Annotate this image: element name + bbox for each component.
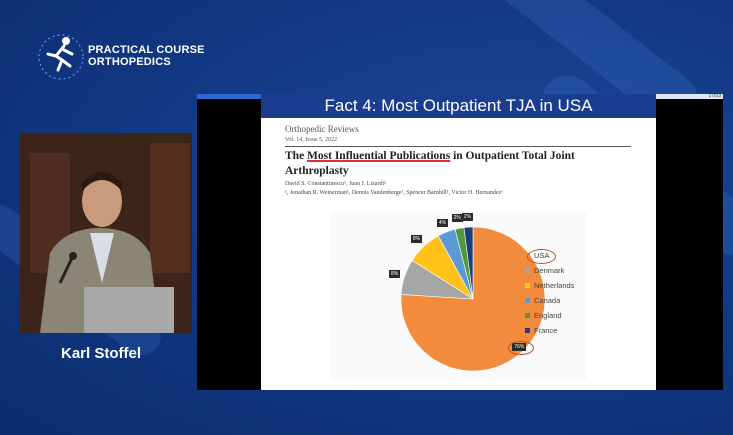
pie-chart xyxy=(400,226,546,372)
paper-title: The Most Influential Publications in Out… xyxy=(285,149,631,179)
legend-swatch xyxy=(525,298,530,303)
paper-authors-line1: David S. Constantinescu¹, Juan J. Lizard… xyxy=(285,181,386,187)
slide-margin-right xyxy=(656,99,723,390)
slide-margin-left xyxy=(197,99,261,390)
slide-progress-fill xyxy=(197,94,292,99)
speaker-name: Karl Stoffel xyxy=(60,345,141,362)
legend-label: Denmark xyxy=(534,266,565,275)
slice-label-netherlands: 8% xyxy=(410,235,423,244)
legend-item-denmark: Denmark xyxy=(525,265,595,280)
journal-volume: Vol. 14, Issue 5, 2022 xyxy=(285,137,338,143)
course-title-line2: ORTHOPEDICS xyxy=(88,56,171,68)
legend-label: Canada xyxy=(534,296,561,305)
speaker-image xyxy=(20,133,192,333)
paper-authors-line2: ¹, Jonathan R. Weinerman¹, Dennis Vanden… xyxy=(285,190,503,196)
slice-label-canada: 4% xyxy=(436,218,449,227)
legend-label: England xyxy=(534,311,562,320)
legend-item-france: France xyxy=(525,325,595,340)
legend-swatch xyxy=(525,268,530,273)
legend-item-canada: Canada xyxy=(525,295,595,310)
runner-icon xyxy=(38,34,84,80)
speaker-video xyxy=(20,133,192,333)
paper-title-highlight: Most Influential Publications xyxy=(307,150,451,162)
pie-slice-france xyxy=(463,226,474,300)
presentation-slide: 17/53 Fact 4: Most Outpatient TJA in USA… xyxy=(197,93,723,390)
course-title: PRACTICAL COURSE ORTHOPEDICS xyxy=(88,44,205,68)
legend-swatch xyxy=(525,313,530,318)
legend-item-netherlands: Netherlands xyxy=(525,280,595,295)
legend-swatch xyxy=(525,328,530,333)
slide-page-indicator: 17/53 xyxy=(708,93,721,99)
paper-excerpt: Orthopedic Reviews Vol. 14, Issue 5, 202… xyxy=(261,118,656,390)
legend-label: Netherlands xyxy=(534,281,575,290)
header-divider xyxy=(285,146,631,147)
legend-item-england: England xyxy=(525,310,595,325)
slice-label-denmark: 8% xyxy=(389,269,401,278)
slide-title: Fact 4: Most Outpatient TJA in USA xyxy=(261,94,656,118)
journal-name: Orthopedic Reviews xyxy=(285,124,359,134)
slice-label-france: 2% xyxy=(461,213,474,222)
legend-label: France xyxy=(534,326,558,335)
paper-title-suffix: in Outpatient Total Joint Arthroplasty xyxy=(285,150,575,177)
slice-label-england: 2% xyxy=(451,214,463,223)
legend-swatch xyxy=(525,283,530,288)
course-logo: PRACTICAL COURSE ORTHOPEDICS xyxy=(36,32,216,92)
course-title-line1: PRACTICAL COURSE xyxy=(88,44,205,56)
usa-value-highlight-circle xyxy=(508,341,535,356)
paper-title-prefix: The xyxy=(285,150,308,162)
usa-highlight-circle xyxy=(527,249,556,264)
